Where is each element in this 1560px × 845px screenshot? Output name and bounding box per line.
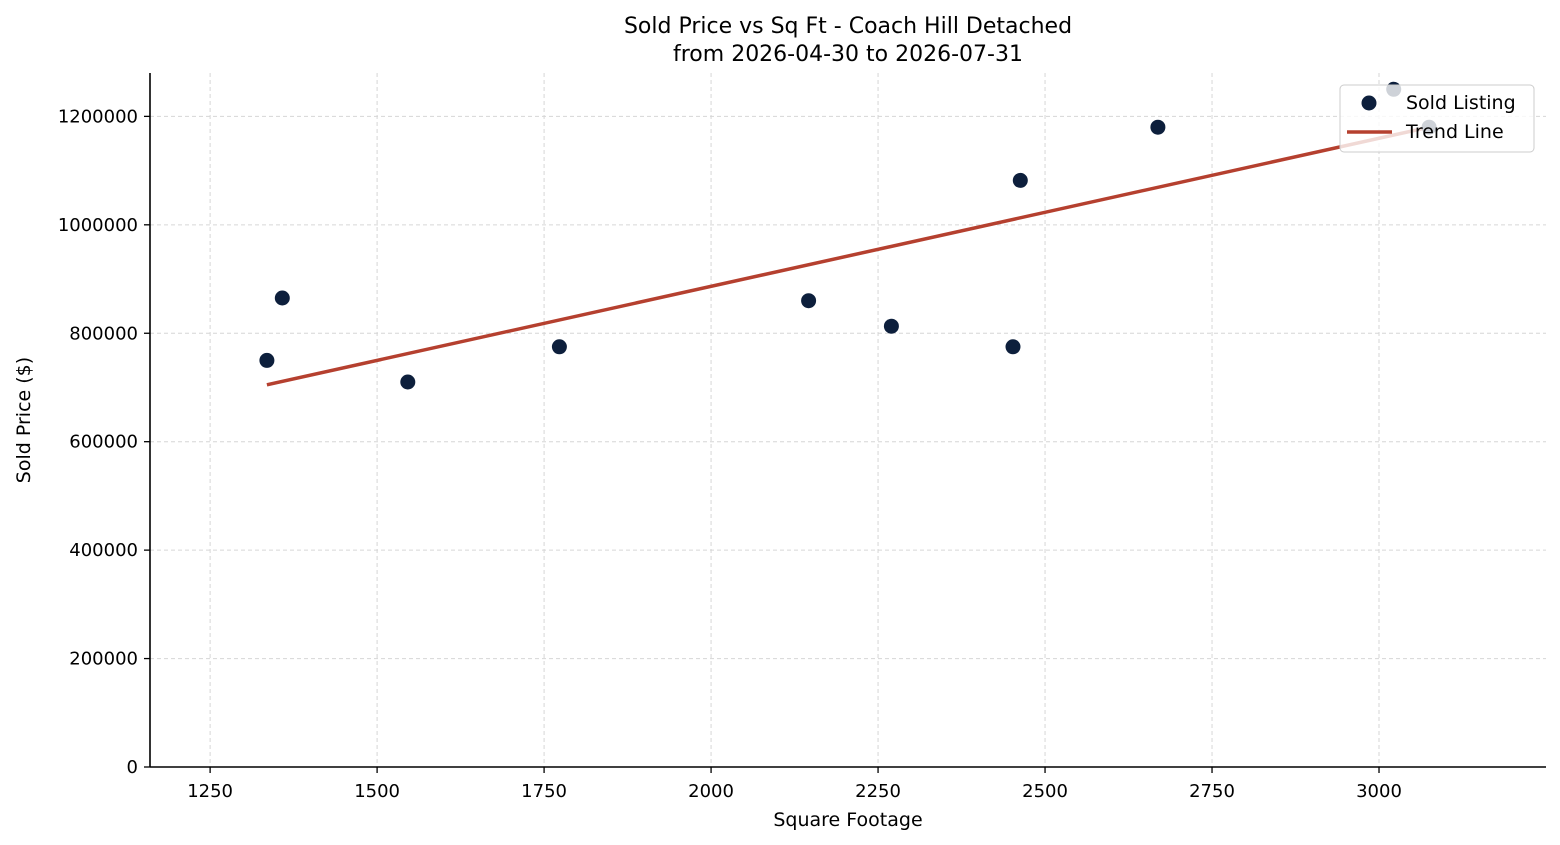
x-tick-label: 1250 xyxy=(187,781,233,802)
data-point xyxy=(1150,119,1166,135)
data-points-layer xyxy=(259,81,1437,390)
x-tick-label: 2250 xyxy=(855,781,901,802)
y-tick-label: 1000000 xyxy=(58,215,138,236)
x-axis-label: Square Footage xyxy=(773,809,922,831)
x-tick-label: 2750 xyxy=(1189,781,1235,802)
data-point xyxy=(551,339,567,355)
data-point xyxy=(1005,339,1021,355)
legend-marker-sold-listing xyxy=(1361,95,1377,111)
data-point xyxy=(1012,172,1028,188)
trend-line xyxy=(266,125,1430,387)
data-point xyxy=(274,290,290,306)
y-tick-label: 0 xyxy=(127,757,138,778)
y-tick-label: 1200000 xyxy=(58,106,138,127)
y-tick-label: 800000 xyxy=(69,323,138,344)
chart-title: Sold Price vs Sq Ft - Coach Hill Detache… xyxy=(624,14,1072,39)
data-point xyxy=(259,352,275,368)
legend-label-trend-line: Trend Line xyxy=(1405,121,1504,143)
x-tick-label: 2500 xyxy=(1022,781,1068,802)
legend-box xyxy=(1339,84,1535,153)
x-tick-label: 3000 xyxy=(1356,781,1402,802)
legend: Sold Listing Trend Line xyxy=(1339,84,1535,153)
y-axis-label: Sold Price ($) xyxy=(13,357,35,483)
legend-label-sold-listing: Sold Listing xyxy=(1406,92,1516,114)
y-axis-ticks: 0 200000 400000 600000 800000 1000000 1200000 xyxy=(58,106,150,778)
trend-line-layer xyxy=(266,125,1430,387)
x-tick-label: 1500 xyxy=(354,781,400,802)
y-tick-label: 400000 xyxy=(69,540,138,561)
x-tick-label: 2000 xyxy=(688,781,734,802)
data-point xyxy=(801,293,817,309)
data-point xyxy=(400,374,416,390)
y-tick-label: 200000 xyxy=(69,649,138,670)
x-axis-ticks: 1250 1500 1750 2000 2250 2500 2750 3000 xyxy=(187,767,1402,802)
grid-lines xyxy=(150,73,1546,768)
y-tick-label: 600000 xyxy=(69,432,138,453)
chart-subtitle: from 2026-04-30 to 2026-07-31 xyxy=(673,42,1023,67)
x-tick-label: 1750 xyxy=(521,781,567,802)
data-point xyxy=(883,318,899,334)
